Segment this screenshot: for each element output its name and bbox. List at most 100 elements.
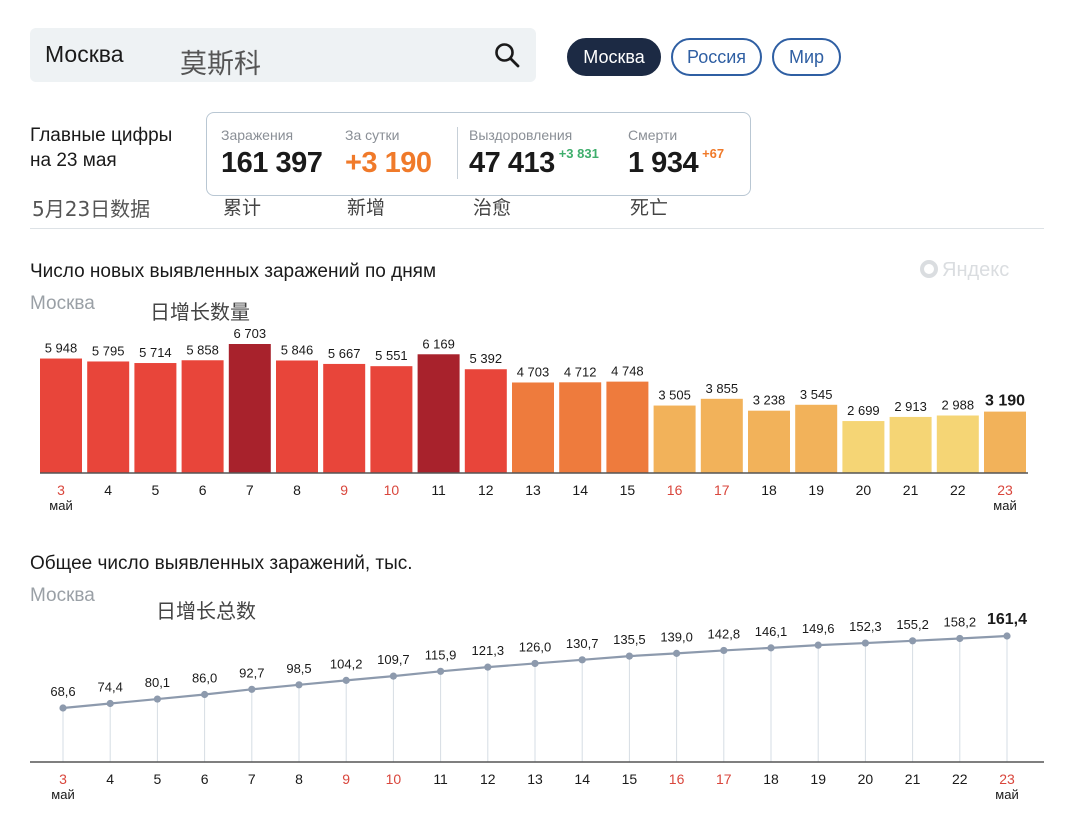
point-value-label: 86,0 xyxy=(192,671,217,686)
summary-heading-line1: Главные цифры xyxy=(30,125,173,146)
x-tick-label: 4 xyxy=(104,482,112,498)
point-value-label: 149,6 xyxy=(802,621,835,636)
bar-value-label: 6 703 xyxy=(234,326,267,341)
stat-value-number: +3 190 xyxy=(345,147,432,179)
data-point xyxy=(625,652,634,660)
bar-chart-title: Число новых выявленных заражений по дням xyxy=(30,261,437,282)
point-value-label: 158,2 xyxy=(944,614,977,629)
bar xyxy=(842,421,885,473)
bar-value-label: 4 748 xyxy=(611,364,644,379)
stat-value-number: 1 934 xyxy=(628,147,699,179)
data-point xyxy=(295,681,303,689)
bar-value-label: 3 238 xyxy=(753,393,786,408)
summary-date-note: 5月23日数据 xyxy=(32,197,151,221)
bar-value-label: 5 551 xyxy=(375,348,408,363)
stat-note: 新增 xyxy=(347,197,386,219)
x-tick-label: 19 xyxy=(810,771,826,787)
month-label-start: май xyxy=(51,787,74,802)
x-tick-label: 8 xyxy=(293,482,301,498)
x-tick-label: 6 xyxy=(199,482,207,498)
point-value-label: 139,0 xyxy=(660,629,693,644)
data-point xyxy=(1003,632,1011,640)
stat-value: 161 397 xyxy=(221,147,323,180)
x-tick-label: 15 xyxy=(622,771,638,787)
bar xyxy=(936,415,979,473)
data-point xyxy=(106,699,114,708)
tab-world[interactable]: Мир xyxy=(772,38,841,76)
x-tick-label: 4 xyxy=(106,771,114,787)
bar xyxy=(889,416,932,473)
data-point xyxy=(59,704,67,712)
data-point xyxy=(673,649,681,657)
x-tick-label: 12 xyxy=(480,771,496,787)
point-value-label: 80,1 xyxy=(145,675,170,690)
point-value-label: 98,5 xyxy=(286,661,311,676)
bar-value-label: 2 988 xyxy=(942,397,975,412)
data-point xyxy=(720,646,728,655)
point-value-label: 152,3 xyxy=(849,619,882,634)
bar xyxy=(87,361,130,473)
bar-chart-annotation: 日增长数量 xyxy=(150,300,250,324)
point-value-label: 146,1 xyxy=(755,624,788,639)
tab-russia[interactable]: Россия xyxy=(671,38,762,76)
bar-value-label: 5 667 xyxy=(328,346,361,361)
bar-value-label: 3 855 xyxy=(706,381,739,396)
stat-value: 47 413 +3 831 xyxy=(469,146,599,180)
x-tick-label: 10 xyxy=(384,482,400,498)
point-value-label: 104,2 xyxy=(330,656,363,671)
stats-divider xyxy=(457,127,458,179)
stat-value-number: 47 413 xyxy=(469,147,555,179)
bar xyxy=(370,366,413,473)
stats-panel: Заражения 161 397 累计 За сутки +3 190 新增 … xyxy=(206,112,751,219)
x-tick-label: 23 xyxy=(999,771,1015,787)
x-tick-label: 11 xyxy=(433,771,448,787)
section-divider xyxy=(30,228,1044,229)
x-tick-label: 15 xyxy=(620,482,636,498)
stat-value: 1 934 +67 xyxy=(628,146,724,180)
stat-deaths: Смерти 1 934 +67 死亡 xyxy=(628,127,724,219)
stat-infections: Заражения 161 397 累计 xyxy=(221,127,323,219)
yandex-logo: Яндекс xyxy=(920,259,1009,282)
tab-moscow[interactable]: Москва xyxy=(567,38,661,76)
x-tick-label: 9 xyxy=(342,771,350,787)
point-value-label: 126,0 xyxy=(519,639,552,654)
data-point xyxy=(814,641,822,649)
x-tick-label: 11 xyxy=(431,482,446,498)
bar xyxy=(559,382,602,473)
data-point xyxy=(153,695,161,703)
point-value-label: 68,6 xyxy=(50,684,75,699)
bar xyxy=(464,369,507,473)
stat-label: Выздоровления xyxy=(469,127,573,143)
bar xyxy=(417,354,460,473)
stat-delta: +3 831 xyxy=(558,146,599,161)
point-value-label: 92,7 xyxy=(239,665,264,680)
bar xyxy=(748,410,790,473)
bar-value-label: 5 948 xyxy=(45,341,78,356)
yandex-ring-icon xyxy=(920,260,938,278)
stat-note: 死亡 xyxy=(630,197,669,219)
search-bar[interactable]: Москва 莫斯科 xyxy=(30,28,536,82)
x-tick-label: 20 xyxy=(858,771,874,787)
x-tick-label: 18 xyxy=(761,482,777,498)
x-tick-label: 20 xyxy=(856,482,872,498)
bar xyxy=(606,381,649,473)
bar xyxy=(653,405,696,473)
bar-value-label: 3 190 xyxy=(985,393,1025,410)
x-tick-label: 5 xyxy=(152,482,160,498)
x-tick-label: 22 xyxy=(952,771,968,787)
x-tick-label: 19 xyxy=(808,482,824,498)
line-chart-title: Общее число выявленных заражений, тыс. xyxy=(30,553,413,574)
x-tick-label: 16 xyxy=(667,482,683,498)
bar-value-label: 5 846 xyxy=(281,342,314,357)
summary-heading-line2: на 23 мая xyxy=(30,150,117,171)
stat-value: +3 190 xyxy=(345,147,432,180)
point-value-label: 142,8 xyxy=(708,626,741,641)
data-point xyxy=(767,644,775,652)
bar-value-label: 6 169 xyxy=(422,336,455,351)
x-tick-label: 7 xyxy=(248,771,256,787)
x-tick-label: 8 xyxy=(295,771,303,787)
data-point xyxy=(956,634,964,643)
search-icon[interactable] xyxy=(494,42,520,68)
bar xyxy=(134,363,177,473)
bar-chart-subtitle: Москва xyxy=(30,293,95,314)
